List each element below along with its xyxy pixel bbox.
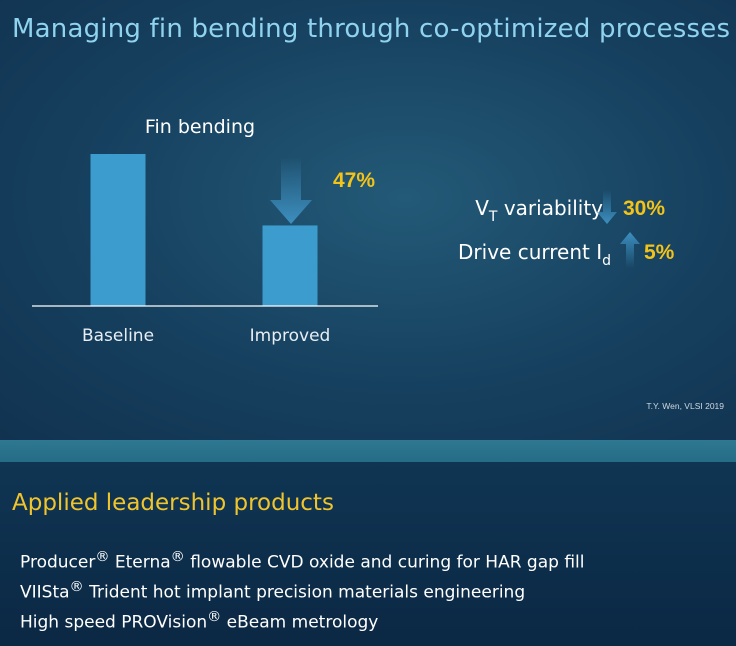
product-item: High speed PROVision® eBeam metrology	[20, 609, 379, 633]
metric-vt-label: VT variability	[475, 196, 603, 225]
arrow-up-icon	[620, 232, 640, 268]
bottom-panel	[0, 462, 736, 646]
bar-improved	[262, 225, 318, 306]
divider-band	[0, 440, 736, 462]
reduction-label: 47%	[333, 169, 375, 192]
citation: T.Y. Wen, VLSI 2019	[646, 401, 724, 411]
metric-vt-value: 30%	[623, 197, 665, 220]
product-list: Producer® Eterna® flowable CVD oxide and…	[20, 542, 585, 633]
metric-drive-value: 5%	[644, 241, 675, 264]
metric-drive-current: Drive current Id 5%	[458, 232, 675, 269]
bar-baseline	[90, 154, 146, 306]
tick-label-improved: Improved	[250, 326, 331, 346]
section-title: Applied leadership products	[12, 490, 334, 516]
tick-label-baseline: Baseline	[82, 326, 154, 346]
fin-bending-chart: Fin bending Baseline Improved 47% VT var…	[32, 116, 675, 346]
metric-drive-label: Drive current Id	[458, 240, 611, 269]
chart-title: Fin bending	[145, 116, 255, 138]
product-item: VIISta® Trident hot implant precision ma…	[20, 579, 526, 603]
product-item: Producer® Eterna® flowable CVD oxide and…	[20, 549, 585, 573]
metric-vt-variability: VT variability 30%	[475, 190, 665, 225]
slide-title: Managing fin bending through co-optimize…	[12, 14, 731, 44]
reduction-arrow-icon	[270, 157, 312, 224]
arrow-down-icon	[597, 190, 617, 224]
